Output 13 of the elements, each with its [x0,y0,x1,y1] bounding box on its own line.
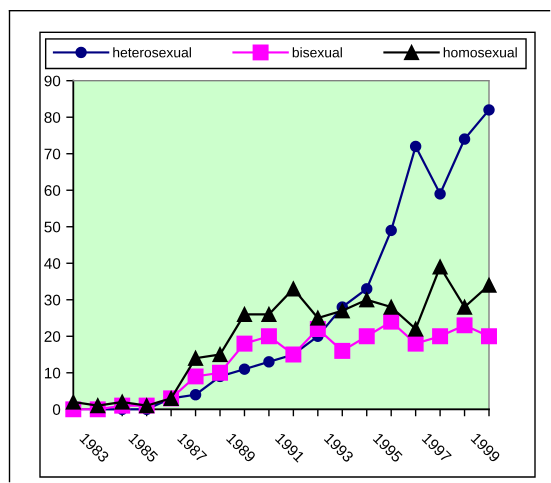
y-tick-label: 80 [44,112,60,123]
y-tick-label: 10 [44,368,60,378]
y-tick-label: 0 [52,404,60,415]
legend-label: heterosexual [113,47,191,58]
y-tick-label: 30 [44,294,60,306]
y-tick-label: 70 [44,148,60,160]
y-tick-label: 50 [44,222,60,232]
y-tick-label: 90 [44,76,60,86]
y-tick-label: 40 [44,258,60,269]
legend-label: homosexual [444,47,517,58]
y-tick-label: 20 [44,331,60,342]
legend-label: bisexual [292,47,342,58]
y-tick-label: 60 [44,185,60,196]
